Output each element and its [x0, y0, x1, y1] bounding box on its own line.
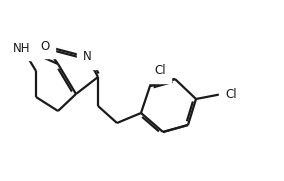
- Text: Cl: Cl: [154, 64, 166, 77]
- Text: NH: NH: [13, 41, 31, 54]
- Text: O: O: [40, 39, 50, 52]
- Text: N: N: [83, 50, 91, 64]
- Text: Cl: Cl: [225, 87, 237, 100]
